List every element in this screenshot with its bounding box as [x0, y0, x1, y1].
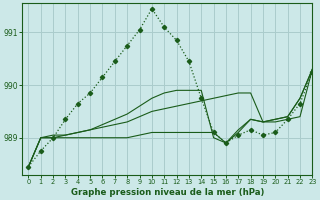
- X-axis label: Graphe pression niveau de la mer (hPa): Graphe pression niveau de la mer (hPa): [71, 188, 264, 197]
